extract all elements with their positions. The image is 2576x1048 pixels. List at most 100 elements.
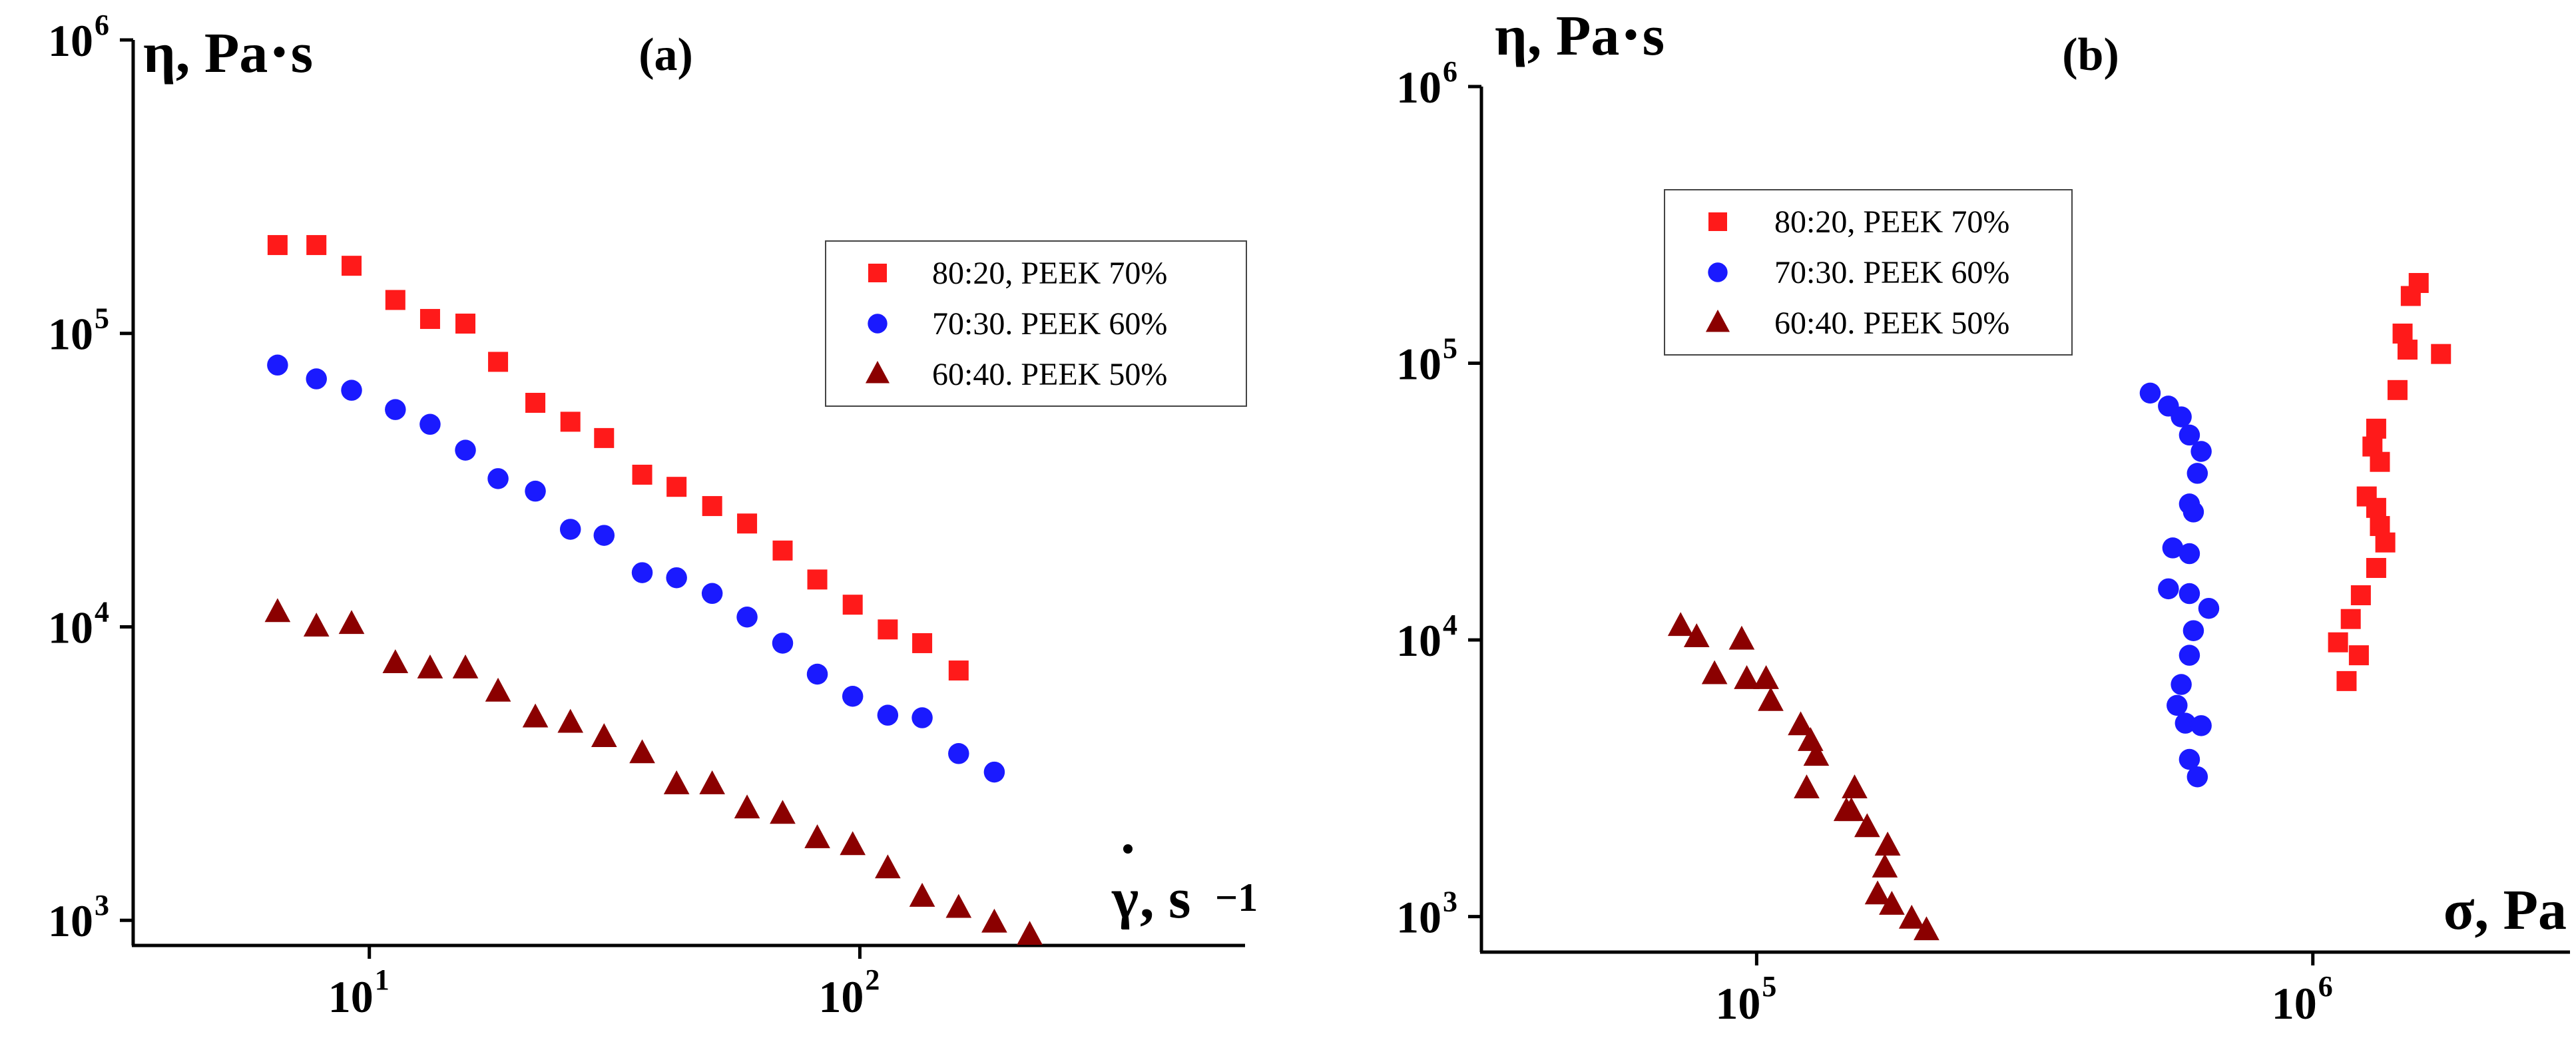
data-point	[2348, 645, 2369, 666]
data-point	[488, 352, 509, 372]
y-tick-label: 10	[1396, 892, 1441, 943]
data-point	[485, 677, 511, 702]
data-marks	[264, 235, 1043, 945]
data-point	[909, 882, 935, 907]
data-point	[840, 831, 866, 856]
y-tick-exponent: 5	[1443, 332, 1457, 365]
data-point	[2198, 597, 2220, 619]
legend-marker	[1705, 310, 1730, 332]
data-point	[948, 660, 969, 681]
legend-marker	[865, 361, 890, 384]
panel-label: (b)	[2062, 29, 2119, 81]
data-point	[877, 704, 899, 726]
data-point	[772, 540, 793, 561]
gamma-dot	[1123, 844, 1133, 854]
data-point	[2340, 609, 2361, 629]
legend-label: 70:30. PEEK 60%	[1774, 255, 2009, 290]
y-axis-label: η, Pa⋅s	[1495, 3, 1665, 67]
x-tick-label: 10	[818, 971, 864, 1022]
data-point	[2179, 543, 2200, 565]
data-point	[737, 513, 758, 534]
data-point	[2336, 670, 2357, 691]
series-square	[2328, 273, 2451, 691]
y-tick-exponent: 6	[95, 9, 109, 41]
data-point	[945, 894, 972, 918]
data-point	[2162, 537, 2184, 559]
data-point	[342, 256, 362, 276]
y-tick-label: 10	[48, 602, 93, 653]
legend-label: 60:40. PEEK 50%	[1774, 306, 2009, 341]
x-tick-exponent: 2	[865, 963, 880, 996]
x-tick-exponent: 6	[2318, 970, 2333, 1003]
data-point	[2366, 497, 2386, 518]
series-triangle	[1667, 612, 1939, 941]
data-point	[1758, 686, 1784, 711]
series-square	[267, 235, 969, 681]
data-point	[2158, 578, 2179, 600]
data-point	[2171, 406, 2192, 427]
data-point	[417, 654, 443, 678]
data-point	[1683, 623, 1710, 647]
data-point	[875, 854, 901, 879]
x-tick-label: 10	[328, 971, 374, 1022]
x-tick-label: 10	[2272, 978, 2317, 1029]
data-point	[560, 411, 581, 432]
data-point	[557, 708, 584, 733]
data-marks	[1667, 273, 2451, 941]
data-point	[306, 235, 327, 256]
legend: 80:20, PEEK 70% 70:30. PEEK 60% 60:40. PEE…	[825, 240, 1247, 407]
data-point	[2179, 424, 2200, 446]
legend-item: 60:40. PEEK 50%	[865, 357, 1167, 392]
data-point	[419, 413, 441, 435]
data-point	[2190, 715, 2212, 736]
data-point	[2179, 583, 2200, 605]
legend-label: 80:20, PEEK 70%	[1774, 204, 2009, 240]
x-ticks: 10 1 10 2	[328, 945, 880, 1022]
data-point	[593, 525, 615, 546]
data-point	[341, 380, 362, 401]
y-tick-exponent: 4	[1443, 609, 1457, 641]
data-point	[1914, 916, 1939, 941]
data-point	[701, 583, 723, 605]
data-point	[878, 619, 898, 640]
data-point	[1874, 832, 1901, 856]
data-point	[1734, 664, 1760, 689]
legend-marker	[868, 264, 887, 282]
data-point	[2187, 766, 2208, 788]
y-tick-exponent: 3	[95, 889, 109, 921]
data-point	[522, 703, 549, 728]
legend-item: 60:40. PEEK 50%	[1705, 306, 2009, 341]
data-point	[2350, 585, 2371, 606]
legend-box	[825, 240, 1247, 407]
data-point	[842, 595, 863, 615]
data-point	[385, 399, 406, 420]
data-point	[666, 567, 687, 589]
data-point	[2139, 382, 2161, 404]
legend: 80:20, PEEK 70% 70:30. PEEK 60% 60:40. PEE…	[1664, 189, 2073, 356]
data-point	[594, 427, 615, 448]
data-point	[1017, 921, 1043, 945]
data-point	[2400, 286, 2421, 306]
legend-box	[1664, 189, 2073, 356]
data-point	[455, 314, 476, 334]
x-axis-label: σ, Pa	[2444, 878, 2567, 941]
data-point	[591, 723, 617, 748]
data-point	[385, 290, 405, 310]
series-triangle	[264, 598, 1043, 945]
legend-item: 80:20, PEEK 70%	[868, 256, 1167, 291]
data-point	[806, 663, 828, 685]
x-tick-exponent: 5	[1762, 970, 1776, 1003]
legend-marker	[868, 314, 888, 334]
y-tick-label: 10	[1396, 62, 1441, 113]
data-point	[772, 633, 794, 654]
data-point	[1879, 891, 1905, 915]
data-point	[267, 235, 288, 256]
legend-item: 80:20, PEEK 70%	[1708, 204, 2009, 240]
data-point	[1728, 625, 1755, 650]
legend-marker	[1708, 262, 1728, 282]
data-point	[807, 569, 828, 590]
data-point	[2366, 418, 2386, 439]
